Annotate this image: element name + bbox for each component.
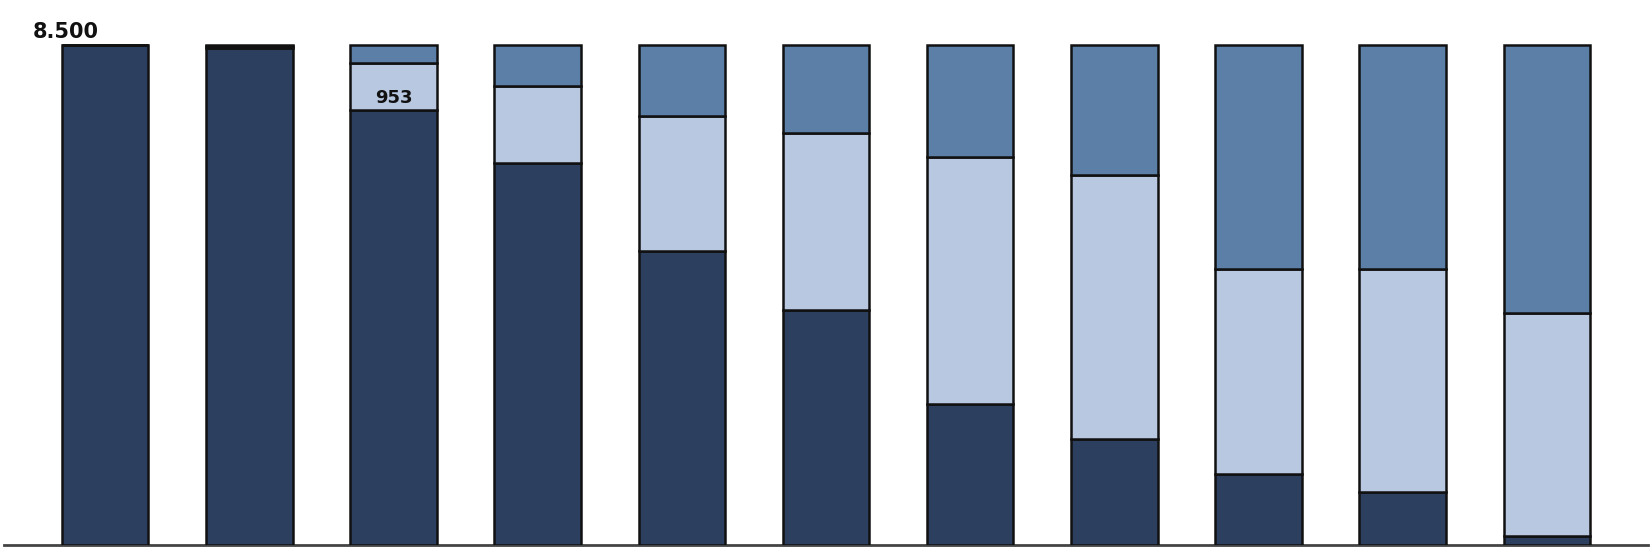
Bar: [350, 46, 436, 63]
Bar: [206, 46, 292, 47]
Text: 8.500: 8.500: [33, 22, 99, 42]
Bar: [927, 157, 1013, 404]
Bar: [1216, 268, 1302, 474]
Bar: [61, 46, 149, 545]
Bar: [783, 133, 869, 310]
Bar: [206, 48, 292, 545]
Bar: [639, 251, 725, 545]
Bar: [350, 110, 436, 545]
Bar: [927, 46, 1013, 157]
Bar: [350, 63, 436, 110]
Bar: [639, 46, 725, 116]
Bar: [494, 86, 582, 163]
Bar: [639, 116, 725, 251]
Bar: [1070, 175, 1158, 439]
Bar: [783, 310, 869, 545]
Bar: [1503, 46, 1591, 313]
Bar: [1360, 46, 1446, 268]
Bar: [206, 47, 292, 48]
Bar: [783, 46, 869, 133]
Bar: [494, 46, 582, 86]
Bar: [1360, 492, 1446, 545]
Bar: [1216, 46, 1302, 268]
Bar: [1070, 439, 1158, 545]
Bar: [1503, 313, 1591, 536]
Text: 953: 953: [375, 89, 413, 107]
Bar: [1216, 474, 1302, 545]
Bar: [1070, 46, 1158, 175]
Bar: [927, 404, 1013, 545]
Bar: [1503, 536, 1591, 545]
Bar: [1360, 268, 1446, 492]
Bar: [494, 163, 582, 545]
